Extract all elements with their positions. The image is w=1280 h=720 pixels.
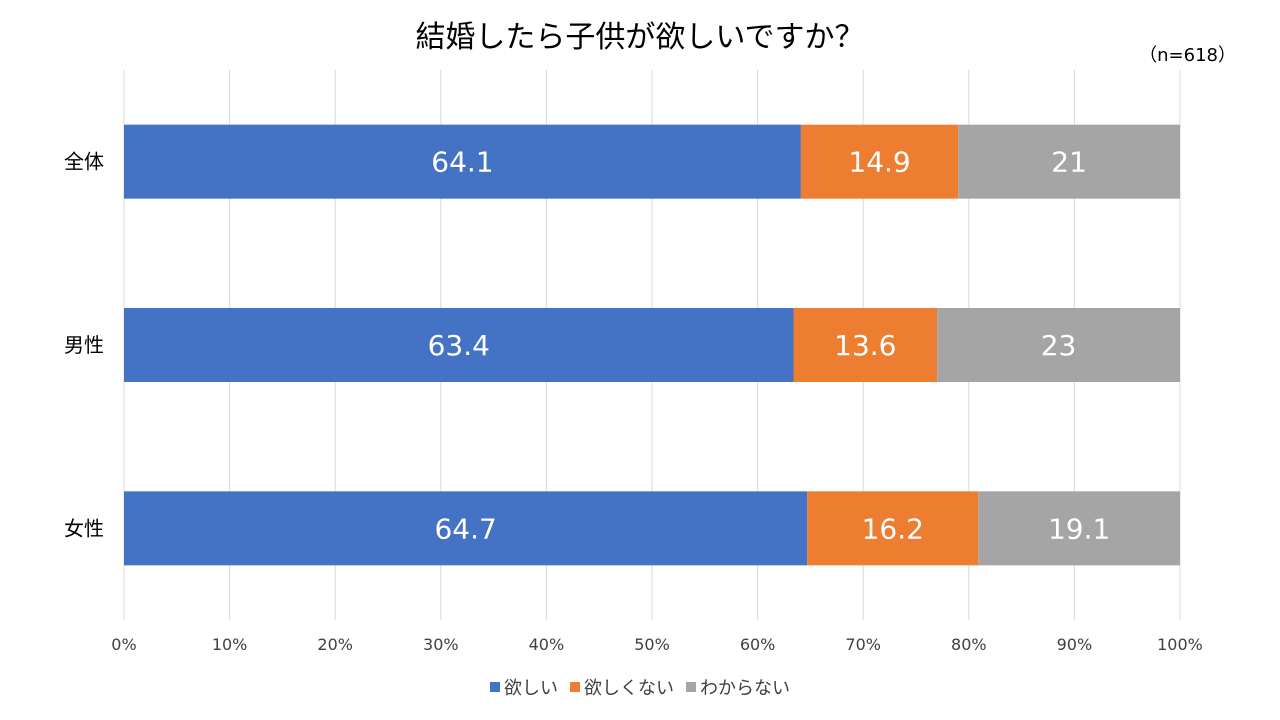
data-label: 64.7 [434,512,496,545]
legend-swatch-unknown [686,682,696,692]
chart-title: 結婚したら子供が欲しいですか？ [415,20,865,55]
legend-swatch-not-want [570,682,580,692]
legend-item-not-want: 欲しくない [570,674,674,700]
data-label: 14.9 [848,146,910,179]
bar-segment [124,491,808,566]
x-tick-label: 100% [1157,635,1203,654]
data-label: 16.2 [862,512,924,545]
x-tick-label: 20% [317,635,353,654]
x-tick-label: 50% [634,635,670,654]
bar-segment [978,491,1180,566]
category-label: 男性 [64,333,104,357]
bar-segment [937,308,1180,382]
x-tick-label: 90% [1057,635,1093,654]
data-label: 63.4 [428,329,490,362]
data-label: 64.1 [431,146,493,179]
legend-item-want: 欲しい [490,674,558,700]
sample-size-note: （n=618） [1139,45,1236,66]
legend-label-want: 欲しい [504,678,558,699]
legend-swatch-want [490,682,500,692]
bar-segment [958,124,1180,199]
legend-label-unknown: わからない [700,678,790,699]
x-tick-label: 40% [529,635,565,654]
x-tick-label: 70% [845,635,881,654]
data-label: 23 [1041,329,1077,362]
bar-segment [807,491,979,566]
legend: 欲しい 欲しくない わからない [0,674,1280,700]
data-label: 21 [1051,146,1087,179]
bar-segment [800,124,959,199]
x-tick-label: 60% [740,635,776,654]
x-tick-label: 80% [951,635,987,654]
data-label: 19.1 [1048,512,1110,545]
x-tick-label: 30% [423,635,459,654]
bar-segment [793,308,938,382]
bar-segment [124,124,801,199]
category-label: 女性 [64,516,104,540]
legend-item-unknown: わからない [686,674,790,700]
category-label: 全体 [64,150,104,174]
data-label: 13.6 [834,329,896,362]
legend-label-not-want: 欲しくない [584,678,674,699]
x-tick-label: 0% [111,635,136,654]
x-tick-label: 10% [212,635,248,654]
bar-segment [124,308,794,382]
